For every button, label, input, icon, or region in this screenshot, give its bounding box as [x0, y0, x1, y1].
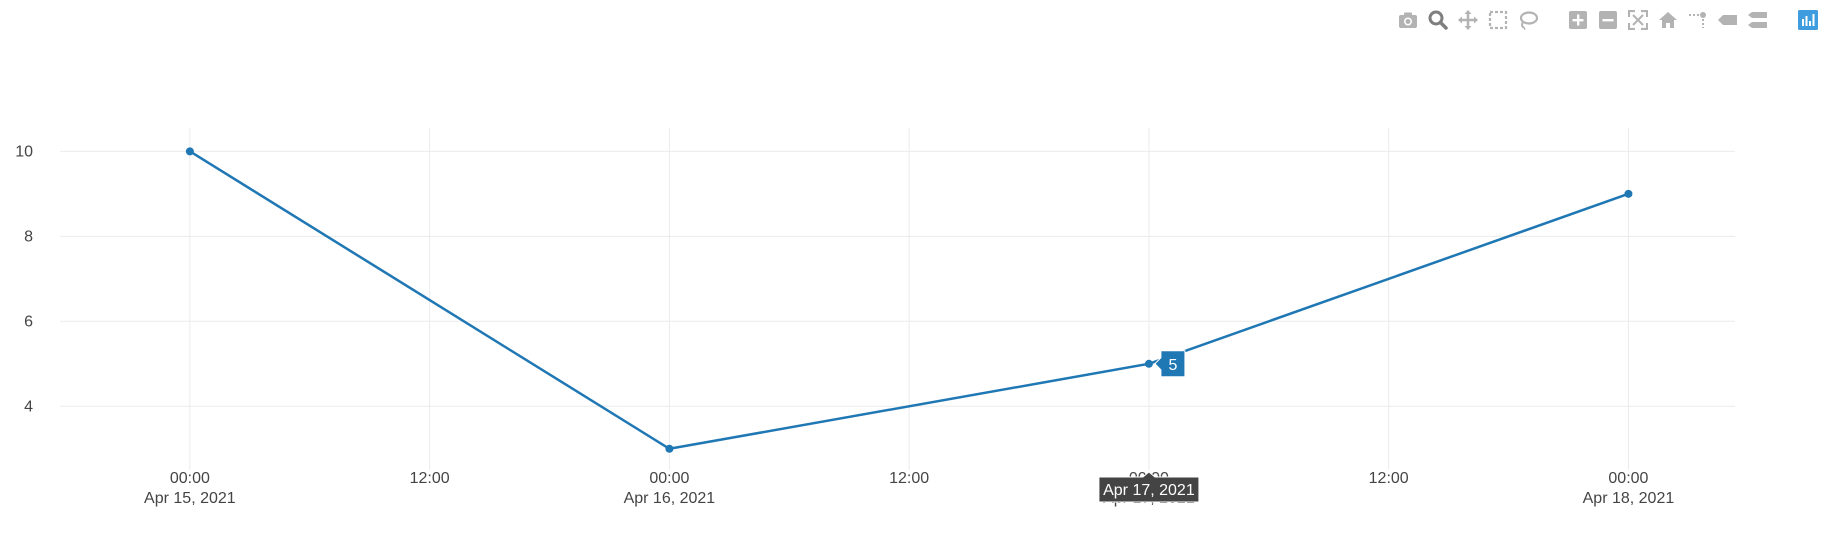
y-tick-label: 6 — [24, 313, 33, 330]
pan-button[interactable] — [1456, 8, 1480, 32]
reset-axes-button[interactable] — [1656, 8, 1680, 32]
zoom-out-icon — [1598, 10, 1618, 30]
autoscale-icon — [1628, 10, 1648, 30]
hover-compare-icon — [1747, 10, 1769, 30]
zoom-out-button[interactable] — [1596, 8, 1620, 32]
y-tick-label: 8 — [24, 228, 33, 245]
plotly-logo-icon — [1798, 10, 1818, 30]
x-tick-date-label: Apr 16, 2021 — [624, 490, 716, 507]
box-select-icon — [1488, 10, 1508, 30]
x-tick-label: 00:00 — [1608, 470, 1648, 487]
reset-axes-icon — [1658, 10, 1678, 30]
hover-closest-button[interactable] — [1716, 8, 1740, 32]
pan-icon — [1458, 10, 1478, 30]
hover-labels: Apr 17, 2021 5 — [1098, 350, 1200, 503]
hover-y-text: 5 — [1168, 357, 1177, 374]
hover-compare-button[interactable] — [1746, 8, 1770, 32]
zoom-button[interactable] — [1426, 8, 1450, 32]
camera-button[interactable] — [1396, 8, 1420, 32]
data-point — [1144, 359, 1153, 368]
x-tick-date-label: Apr 15, 2021 — [144, 490, 236, 507]
hover-x-text: Apr 17, 2021 — [1103, 482, 1195, 499]
x-tick-label: 12:00 — [410, 470, 450, 487]
series-line — [189, 150, 1629, 451]
hover-x-label: Apr 17, 2021 — [1098, 471, 1200, 503]
plotly-logo-button[interactable] — [1796, 8, 1820, 32]
modebar — [1373, 8, 1823, 32]
lasso-select-button[interactable] — [1516, 8, 1540, 32]
modebar-group — [1393, 8, 1543, 32]
x-tick-label: 12:00 — [1369, 470, 1409, 487]
zoom-in-button[interactable] — [1566, 8, 1590, 32]
hover-closest-icon — [1717, 10, 1739, 30]
data-point — [665, 444, 674, 453]
autoscale-button[interactable] — [1626, 8, 1650, 32]
y-tick-label: 10 — [15, 143, 33, 160]
lasso-select-icon — [1518, 10, 1538, 30]
hover-y-label: 5 — [1154, 350, 1186, 378]
modebar-group — [1563, 8, 1773, 32]
line-series — [185, 147, 1633, 453]
data-point — [185, 147, 194, 156]
hover-x-box — [1098, 471, 1200, 503]
y-tick-label: 4 — [24, 398, 33, 415]
spike-lines-icon — [1688, 10, 1708, 30]
grid — [60, 128, 1735, 470]
hover-y-box — [1154, 350, 1186, 378]
x-tick-date-label: Apr 18, 2021 — [1583, 490, 1675, 507]
data-point — [1624, 189, 1633, 198]
camera-icon — [1398, 11, 1418, 29]
x-tick-label: 00:00 — [649, 470, 689, 487]
modebar-group — [1793, 8, 1823, 32]
zoom-icon — [1428, 10, 1448, 30]
x-tick-label: 00:00 — [170, 470, 210, 487]
zoom-in-icon — [1568, 10, 1588, 30]
box-select-button[interactable] — [1486, 8, 1510, 32]
x-tick-label: 12:00 — [889, 470, 929, 487]
spike-lines-button[interactable] — [1686, 8, 1710, 32]
